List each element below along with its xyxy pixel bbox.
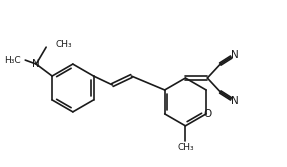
Text: O: O [203, 109, 211, 119]
Text: N: N [231, 96, 239, 106]
Text: N: N [32, 59, 40, 69]
Text: CH₃: CH₃ [55, 40, 72, 49]
Text: N: N [231, 50, 239, 60]
Text: H₃C: H₃C [4, 56, 20, 65]
Text: CH₃: CH₃ [177, 143, 194, 152]
